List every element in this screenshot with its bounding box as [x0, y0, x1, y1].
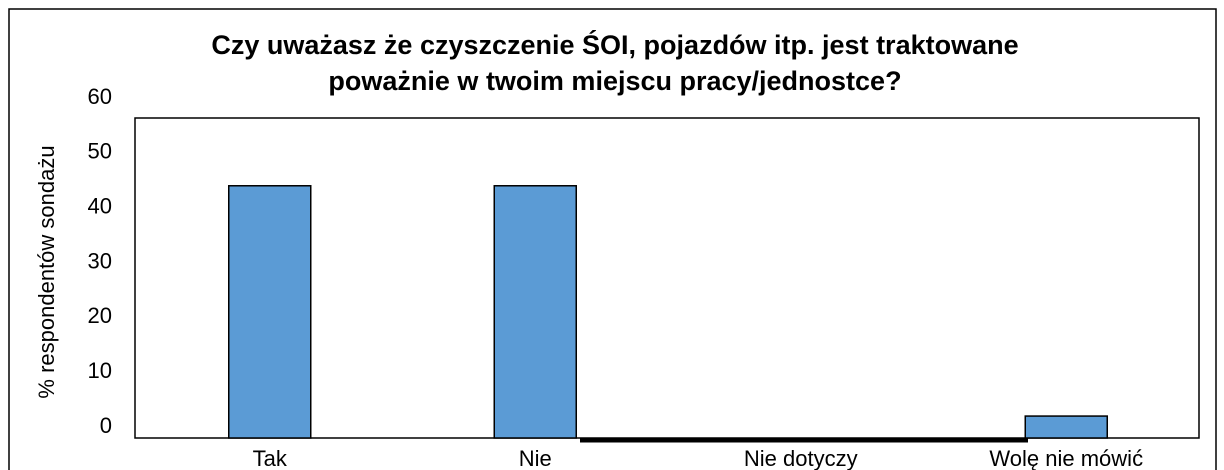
chart-title: poważnie w twoim miejscu pracy/jednostce…	[328, 66, 901, 96]
y-tick-label: 40	[88, 193, 112, 218]
bar	[228, 185, 312, 439]
y-tick-label: 30	[88, 248, 112, 273]
x-tick-label: Nie dotyczy	[744, 446, 858, 470]
y-axis-label: % respondentów sondażu	[34, 145, 59, 398]
bar	[493, 185, 577, 439]
y-tick-label: 20	[88, 303, 112, 328]
chart-border	[8, 8, 1217, 470]
x-tick-label: Nie	[519, 446, 552, 470]
y-tick-label: 60	[88, 84, 112, 109]
x-tick-label: Wolę nie mówić	[989, 446, 1143, 470]
chart-title: Czy uważasz że czyszczenie ŚOI, pojazdów…	[211, 29, 1018, 60]
y-tick-label: 50	[88, 139, 112, 164]
bar	[1024, 415, 1108, 439]
y-tick-label: 10	[88, 358, 112, 383]
y-tick-label: 0	[100, 413, 112, 438]
x-tick-label: Tak	[253, 446, 288, 470]
